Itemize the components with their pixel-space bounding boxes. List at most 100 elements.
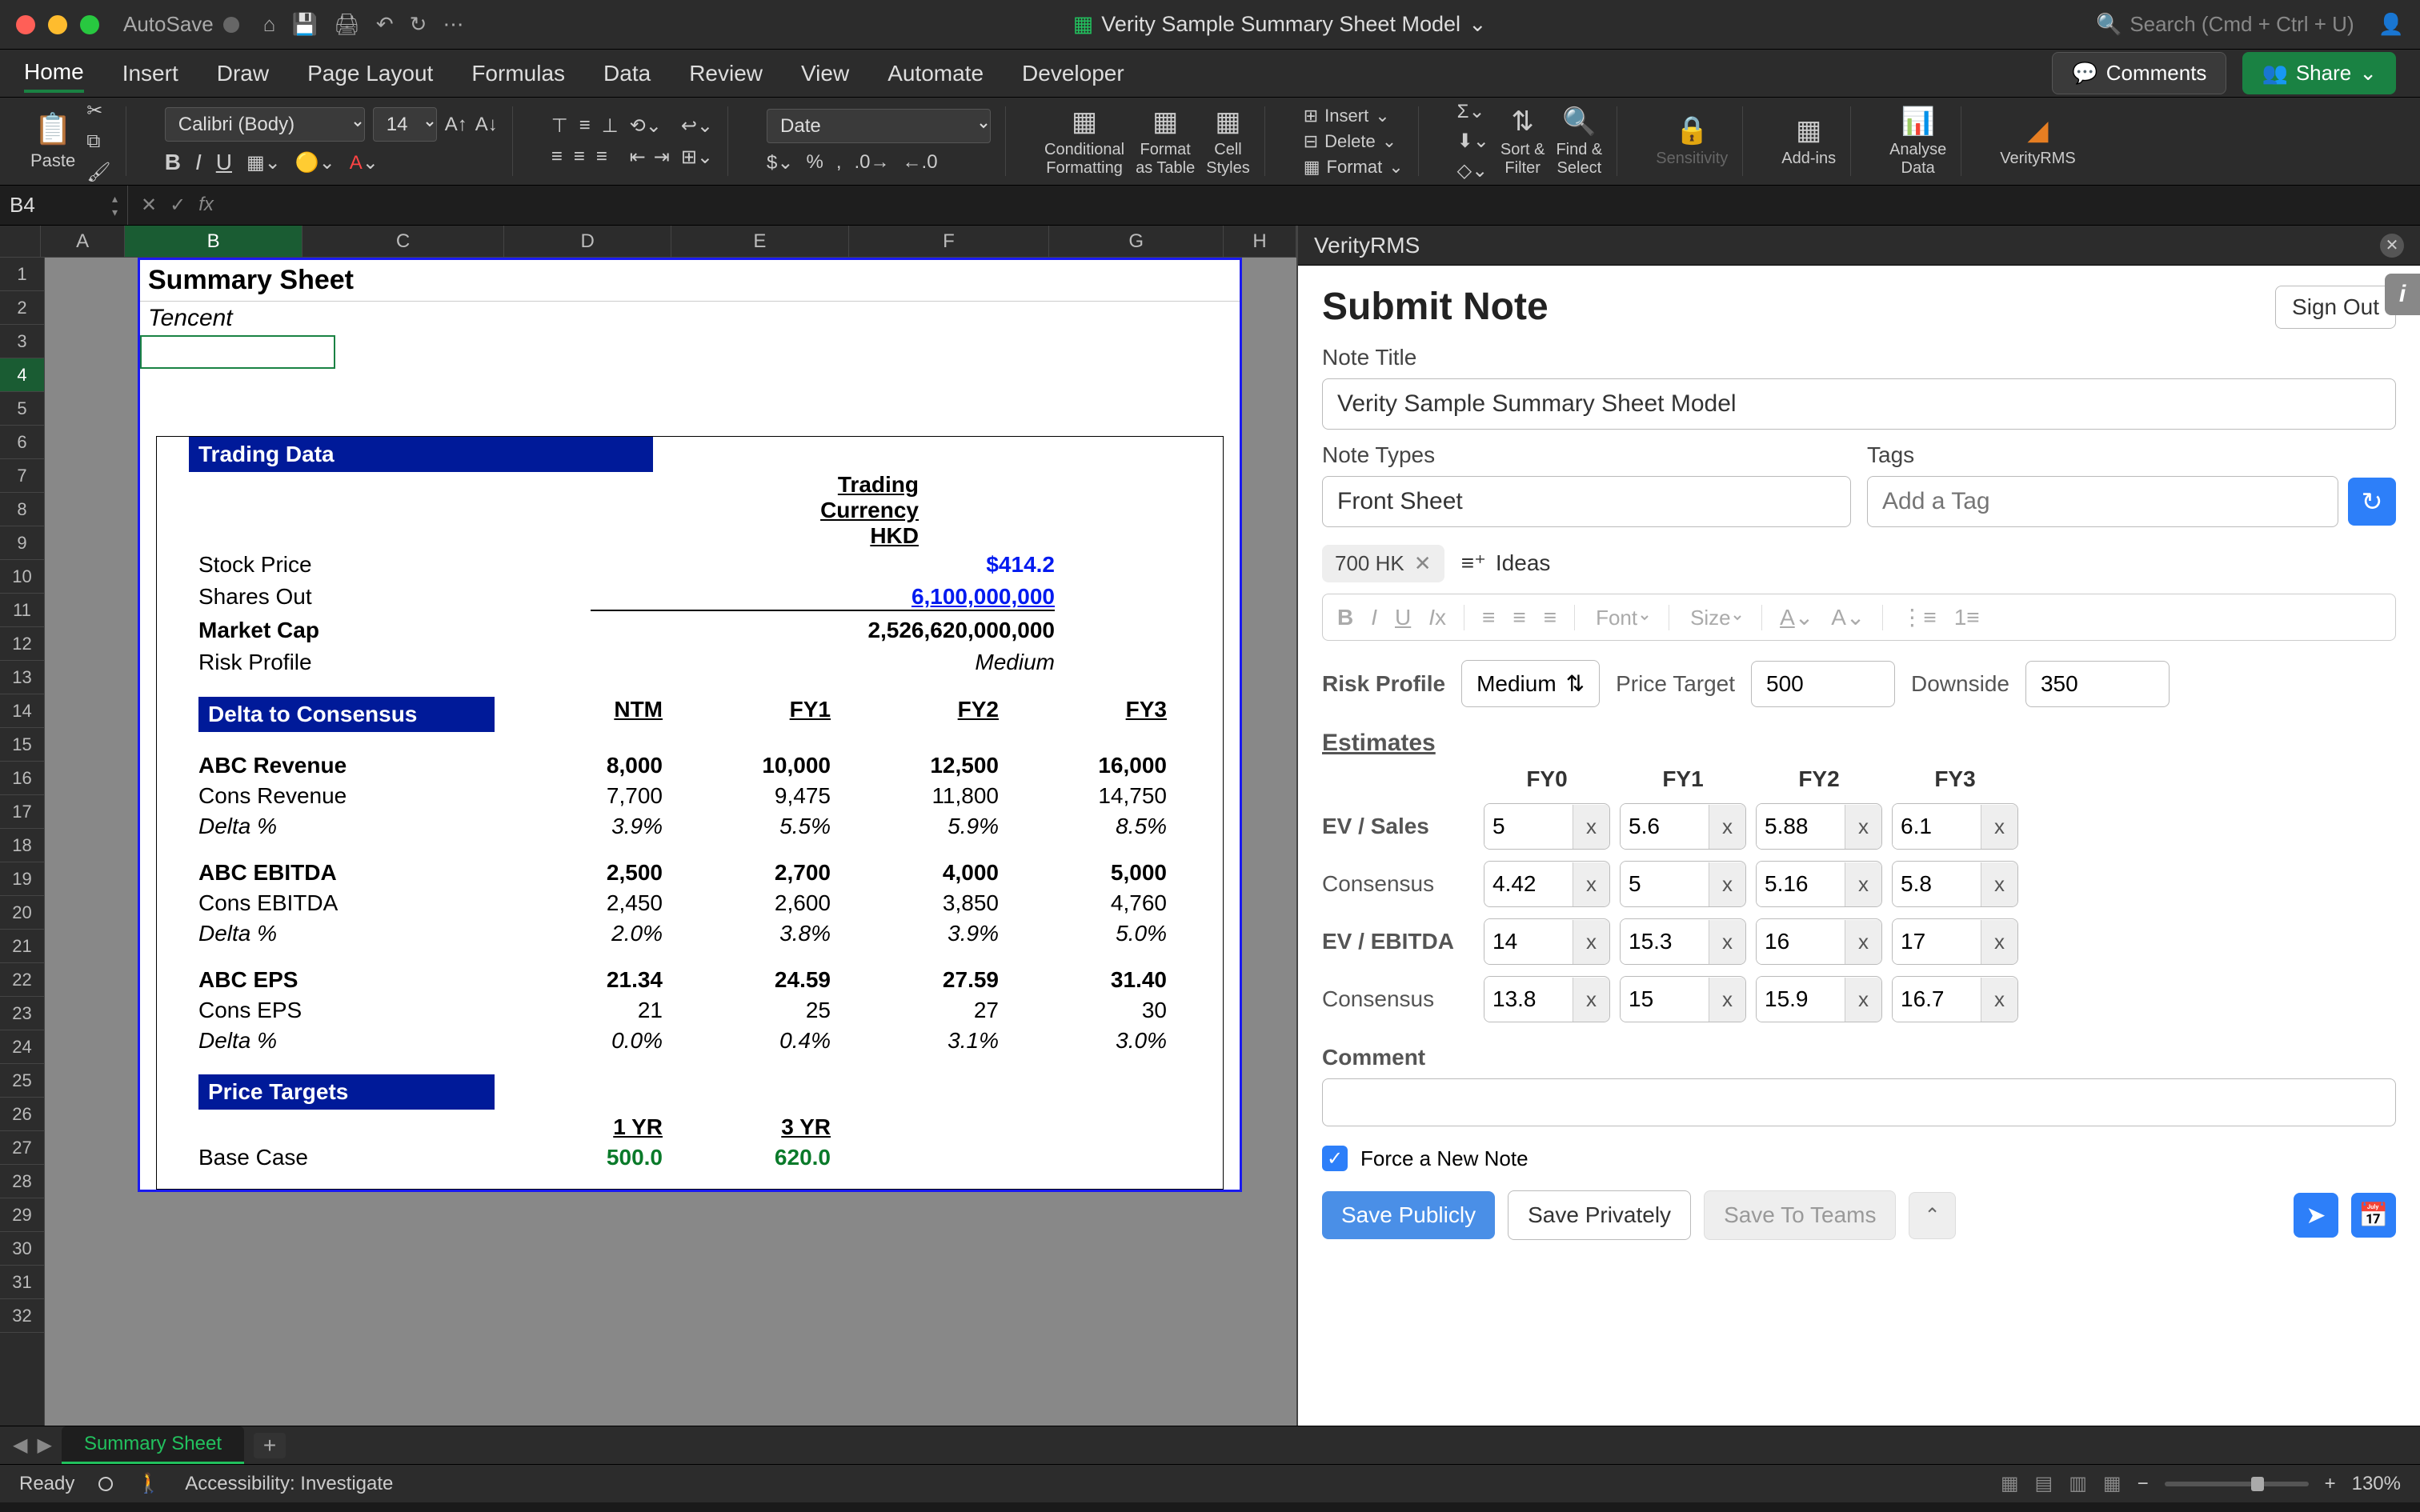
- tag-remove-icon[interactable]: ✕: [1414, 551, 1432, 576]
- row-header-30[interactable]: 30: [0, 1232, 44, 1266]
- decrease-font-icon[interactable]: A↓: [475, 114, 498, 136]
- row-header-21[interactable]: 21: [0, 930, 44, 963]
- refresh-button[interactable]: ↻: [2348, 478, 2396, 526]
- rt-italic-icon[interactable]: I: [1371, 605, 1377, 630]
- tab-home[interactable]: Home: [24, 54, 84, 93]
- col-header-F[interactable]: F: [849, 226, 1050, 257]
- row-header-2[interactable]: 2: [0, 291, 44, 325]
- clear-icon[interactable]: ◇⌄: [1457, 159, 1489, 182]
- rt-list-ul-icon[interactable]: ⋮≡: [1901, 604, 1936, 630]
- align-top-icon[interactable]: ⊤: [551, 114, 568, 138]
- ev-ebitda-fy3[interactable]: [1893, 919, 1981, 964]
- price-target-input[interactable]: [1751, 661, 1895, 707]
- zoom-slider[interactable]: [2165, 1482, 2309, 1486]
- add-sheet-button[interactable]: +: [254, 1433, 286, 1458]
- note-title-input[interactable]: [1322, 378, 2396, 430]
- save-privately-button[interactable]: Save Privately: [1508, 1190, 1691, 1240]
- rt-size-select[interactable]: Size: [1687, 605, 1744, 630]
- sheet-tab-summary[interactable]: Summary Sheet: [62, 1426, 244, 1464]
- send-button[interactable]: ➤: [2294, 1193, 2338, 1238]
- rt-align-left-icon[interactable]: ≡: [1482, 605, 1495, 630]
- ideas-button[interactable]: ≡⁺ Ideas: [1450, 543, 1562, 582]
- row-header-12[interactable]: 12: [0, 627, 44, 661]
- rt-bold-icon[interactable]: B: [1337, 605, 1353, 630]
- font-color-icon[interactable]: A⌄: [350, 151, 379, 174]
- comma-icon[interactable]: ,: [836, 151, 842, 174]
- row-header-17[interactable]: 17: [0, 795, 44, 829]
- grid[interactable]: Page Summary Sheet Tencent Trading Data …: [45, 258, 1296, 1426]
- normal-view-icon[interactable]: ▦: [2001, 1472, 2019, 1495]
- rt-underline-icon[interactable]: U: [1395, 605, 1411, 630]
- tab-view[interactable]: View: [801, 56, 849, 91]
- tab-developer[interactable]: Developer: [1022, 56, 1124, 91]
- risk-profile-select[interactable]: Medium ⇅: [1461, 660, 1600, 707]
- sheet-prev-icon[interactable]: ◀: [13, 1434, 27, 1457]
- row-header-1[interactable]: 1: [0, 258, 44, 291]
- name-up-icon[interactable]: ▴: [112, 192, 118, 206]
- addins-button[interactable]: ▦Add-ins: [1781, 114, 1836, 168]
- rt-align-right-icon[interactable]: ≡: [1544, 605, 1557, 630]
- row-header-7[interactable]: 7: [0, 459, 44, 493]
- increase-decimal-icon[interactable]: .0→: [855, 151, 890, 174]
- row-header-31[interactable]: 31: [0, 1266, 44, 1299]
- tab-formulas[interactable]: Formulas: [471, 56, 565, 91]
- zoom-out-icon[interactable]: −: [2138, 1473, 2149, 1495]
- info-icon[interactable]: i: [2385, 274, 2420, 315]
- tab-page-layout[interactable]: Page Layout: [307, 56, 433, 91]
- zoom-level[interactable]: 130%: [2352, 1473, 2401, 1495]
- tab-review[interactable]: Review: [689, 56, 763, 91]
- autosum-icon[interactable]: Σ⌄: [1457, 100, 1489, 123]
- maximize-window[interactable]: [80, 15, 99, 34]
- save-publicly-button[interactable]: Save Publicly: [1322, 1191, 1495, 1239]
- save-to-teams-button[interactable]: Save To Teams: [1704, 1190, 1896, 1240]
- cut-icon[interactable]: ✂: [86, 99, 110, 122]
- underline-icon[interactable]: U: [216, 150, 232, 175]
- ev-sales-cons-fy2[interactable]: [1757, 862, 1845, 906]
- row-header-10[interactable]: 10: [0, 560, 44, 594]
- row-header-9[interactable]: 9: [0, 526, 44, 560]
- accessibility-icon[interactable]: 🚶: [137, 1472, 161, 1495]
- sheet-next-icon[interactable]: ▶: [37, 1434, 51, 1457]
- italic-icon[interactable]: I: [195, 150, 202, 175]
- row-header-19[interactable]: 19: [0, 862, 44, 896]
- search-box[interactable]: 🔍 Search (Cmd + Ctrl + U): [2096, 12, 2354, 37]
- align-bottom-icon[interactable]: ⊥: [602, 114, 619, 138]
- row-header-23[interactable]: 23: [0, 997, 44, 1030]
- col-header-D[interactable]: D: [504, 226, 671, 257]
- save-icon[interactable]: 💾: [291, 12, 317, 37]
- cell-styles-button[interactable]: ▦Cell Styles: [1206, 106, 1249, 178]
- percent-icon[interactable]: %: [807, 151, 823, 174]
- tab-insert[interactable]: Insert: [122, 56, 178, 91]
- downside-input[interactable]: [2025, 661, 2170, 707]
- number-format-select[interactable]: Date: [767, 109, 991, 143]
- sign-out-button[interactable]: Sign Out: [2275, 286, 2396, 329]
- ev-sales-cons-fy1[interactable]: [1621, 862, 1709, 906]
- conditional-formatting-button[interactable]: ▦Conditional Formatting: [1044, 106, 1124, 178]
- row-header-29[interactable]: 29: [0, 1198, 44, 1232]
- rt-strike-icon[interactable]: Ix: [1428, 605, 1446, 630]
- profile-icon[interactable]: 👤: [2378, 12, 2404, 37]
- ev-sales-cons-fy3[interactable]: [1893, 862, 1981, 906]
- format-as-table-button[interactable]: ▦Format as Table: [1136, 106, 1195, 178]
- row-header-3[interactable]: 3: [0, 325, 44, 358]
- align-middle-icon[interactable]: ≡: [579, 114, 591, 138]
- ev-sales-cons-fy0[interactable]: [1484, 862, 1573, 906]
- row-header-4[interactable]: 4: [0, 358, 44, 392]
- print-icon[interactable]: 🖨: [334, 12, 360, 37]
- delete-button[interactable]: ⊟Delete⌄: [1304, 131, 1404, 152]
- more-icon[interactable]: ⋯: [443, 12, 463, 37]
- bold-icon[interactable]: B: [165, 150, 181, 175]
- ev-ebitda-fy2[interactable]: [1757, 919, 1845, 964]
- row-header-24[interactable]: 24: [0, 1030, 44, 1064]
- page-break-view-icon[interactable]: ▥: [2069, 1472, 2087, 1495]
- selected-cell-B4[interactable]: [140, 335, 335, 369]
- redo-icon[interactable]: ↻: [410, 12, 427, 37]
- rt-align-center-icon[interactable]: ≡: [1512, 605, 1525, 630]
- share-button[interactable]: 👥 Share ⌄: [2242, 52, 2396, 94]
- tab-data[interactable]: Data: [603, 56, 651, 91]
- insert-button[interactable]: ⊞Insert⌄: [1304, 106, 1404, 126]
- row-header-18[interactable]: 18: [0, 829, 44, 862]
- row-header-13[interactable]: 13: [0, 661, 44, 694]
- row-header-16[interactable]: 16: [0, 762, 44, 795]
- ev-ebitda-fy1[interactable]: [1621, 919, 1709, 964]
